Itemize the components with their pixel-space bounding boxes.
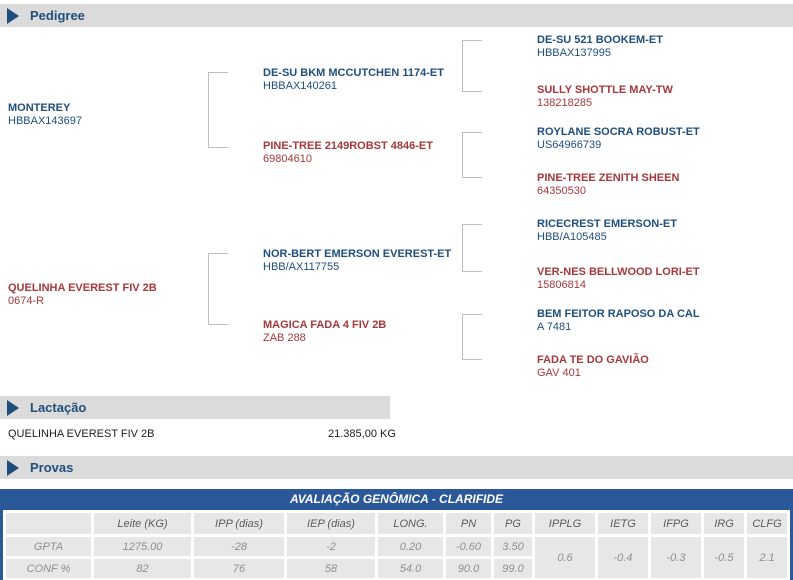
provas-section-header[interactable]: Provas [0,456,793,479]
animal-name: QUELINHA EVEREST FIV 2B [8,282,157,294]
pedigree-node-sire: ROYLANE SOCRA ROBUST-ET US64966739 [537,126,700,152]
table-cell-merged: -0.4 [598,537,648,578]
pedigree-connector [462,314,482,360]
column-header: PG [494,513,532,534]
table-cell: 3.50 [494,537,532,556]
table-cell: -0.60 [446,537,491,556]
pedigree-node-dam: PINE-TREE 2149ROBST 4846-ET 69804610 [263,140,433,166]
table-cell: 99.0 [494,559,532,578]
table-cell: -28 [194,537,284,556]
lactation-milk-value: 21.385,00 KG [328,428,396,440]
table-cell: 0.20 [378,537,443,556]
column-header: IRG [704,513,744,534]
column-header: Leite (KG) [94,513,191,534]
provas-section-title: Provas [30,460,74,475]
animal-name: PINE-TREE 2149ROBST 4846-ET [263,140,433,152]
column-header: PN [446,513,491,534]
lactation-section-header[interactable]: Lactação [0,396,390,419]
column-header: IETG [598,513,648,534]
table-cell: -2 [287,537,375,556]
animal-id: 138218285 [537,97,593,109]
pedigree-node-animal: MONTEREY HBBAX143697 [8,102,82,128]
row-label: CONF % [6,559,91,578]
animal-id: 0674-R [8,295,45,307]
animal-name: RICECREST EMERSON-ET [537,218,677,230]
animal-name: DE-SU BKM MCCUTCHEN 1174-ET [263,67,444,79]
table-cell-merged: -0.3 [651,537,701,578]
column-header: LONG. [378,513,443,534]
table-cell: 1275.00 [94,537,191,556]
column-header: IFPG [651,513,701,534]
animal-id: HBBAX143697 [8,115,82,127]
animal-id: A 7481 [537,321,572,333]
table-cell: 82 [94,559,191,578]
table-cell-merged: 0.6 [535,537,595,578]
pedigree-node-sire: NOR-BERT EMERSON EVEREST-ET HBB/AX117755 [263,248,451,274]
table-row-gpta: GPTA 1275.00 -28 -2 0.20 -0.60 3.50 0.6 … [6,537,787,578]
animal-id: 15806814 [537,279,586,291]
row-label: GPTA [6,537,91,556]
animal-id: 64350530 [537,185,586,197]
pedigree-connector [462,224,482,272]
pedigree-section-title: Pedigree [30,8,85,23]
table-cell: 76 [194,559,284,578]
pedigree-node-dam: MAGICA FADA 4 FIV 2B ZAB 288 [263,319,386,345]
section-arrow-icon [7,459,19,476]
pedigree-node-sire: RICECREST EMERSON-ET HBB/A105485 [537,218,677,244]
pedigree-connector [462,40,482,92]
pedigree-node-dam: VER-NES BELLWOOD LORI-ET 15806814 [537,266,700,292]
pedigree-connector [462,132,482,178]
animal-name: ROYLANE SOCRA ROBUST-ET [537,126,700,138]
animal-id: ZAB 288 [263,332,306,344]
pedigree-connector [208,253,228,325]
genomic-table: Leite (KG) IPP (dias) IEP (dias) LONG. P… [3,510,790,580]
table-cell: 54.0 [378,559,443,578]
table-cell-merged: -0.5 [704,537,744,578]
animal-id: HBBAX140261 [263,80,337,92]
pedigree-connector [208,72,228,148]
table-row-conf: CONF % 82 76 58 54.0 90.0 99.0 [6,559,787,578]
table-cell: 58 [287,559,375,578]
animal-id: US64966739 [537,139,602,151]
column-header: IPPLG [535,513,595,534]
animal-id: HBBAX137995 [537,47,611,59]
animal-id: HBB/A105485 [537,231,607,243]
animal-id: GAV 401 [537,367,581,379]
pedigree-section-header[interactable]: Pedigree [0,4,793,27]
animal-name: SULLY SHOTTLE MAY-TW [537,84,673,96]
animal-name: VER-NES BELLWOOD LORI-ET [537,266,700,278]
animal-name: MAGICA FADA 4 FIV 2B [263,319,387,331]
pedigree-node-dam: PINE-TREE ZENITH SHEEN 64350530 [537,172,679,198]
pedigree-node-sire: DE-SU 521 BOOKEM-ET HBBAX137995 [537,34,663,60]
pedigree-node-dam: SULLY SHOTTLE MAY-TW 138218285 [537,84,673,110]
column-header: IEP (dias) [287,513,375,534]
animal-name: MONTEREY [8,102,71,114]
genomic-table-title: AVALIAÇÃO GENÔMICA - CLARIFIDE [3,489,790,510]
pedigree-node-sire: BEM FEITOR RAPOSO DA CAL A 7481 [537,308,700,334]
animal-name: FADA TE DO GAVIÃO [537,354,649,366]
column-header [6,513,91,534]
column-header: CLFG [747,513,787,534]
animal-name: PINE-TREE ZENITH SHEEN [537,172,680,184]
pedigree-node-sire: DE-SU BKM MCCUTCHEN 1174-ET HBBAX140261 [263,67,444,93]
lactation-section-title: Lactação [30,400,87,415]
animal-id: HBB/AX117755 [263,261,340,273]
genomic-evaluation-table: AVALIAÇÃO GENÔMICA - CLARIFIDE Leite (KG… [0,489,793,580]
table-cell-merged: 2.1 [747,537,787,578]
lactation-animal-name: QUELINHA EVEREST FIV 2B [8,428,155,440]
pedigree-node-animal: QUELINHA EVEREST FIV 2B 0674-R [8,282,157,308]
table-cell: 90.0 [446,559,491,578]
animal-name: BEM FEITOR RAPOSO DA CAL [537,308,700,320]
pedigree-node-dam: FADA TE DO GAVIÃO GAV 401 [537,354,649,380]
animal-name: NOR-BERT EMERSON EVEREST-ET [263,248,452,260]
animal-name: DE-SU 521 BOOKEM-ET [537,34,663,46]
section-arrow-icon [7,7,19,24]
column-header: IPP (dias) [194,513,284,534]
animal-id: 69804610 [263,153,312,165]
table-header-row: Leite (KG) IPP (dias) IEP (dias) LONG. P… [6,513,787,534]
section-arrow-icon [7,399,19,416]
